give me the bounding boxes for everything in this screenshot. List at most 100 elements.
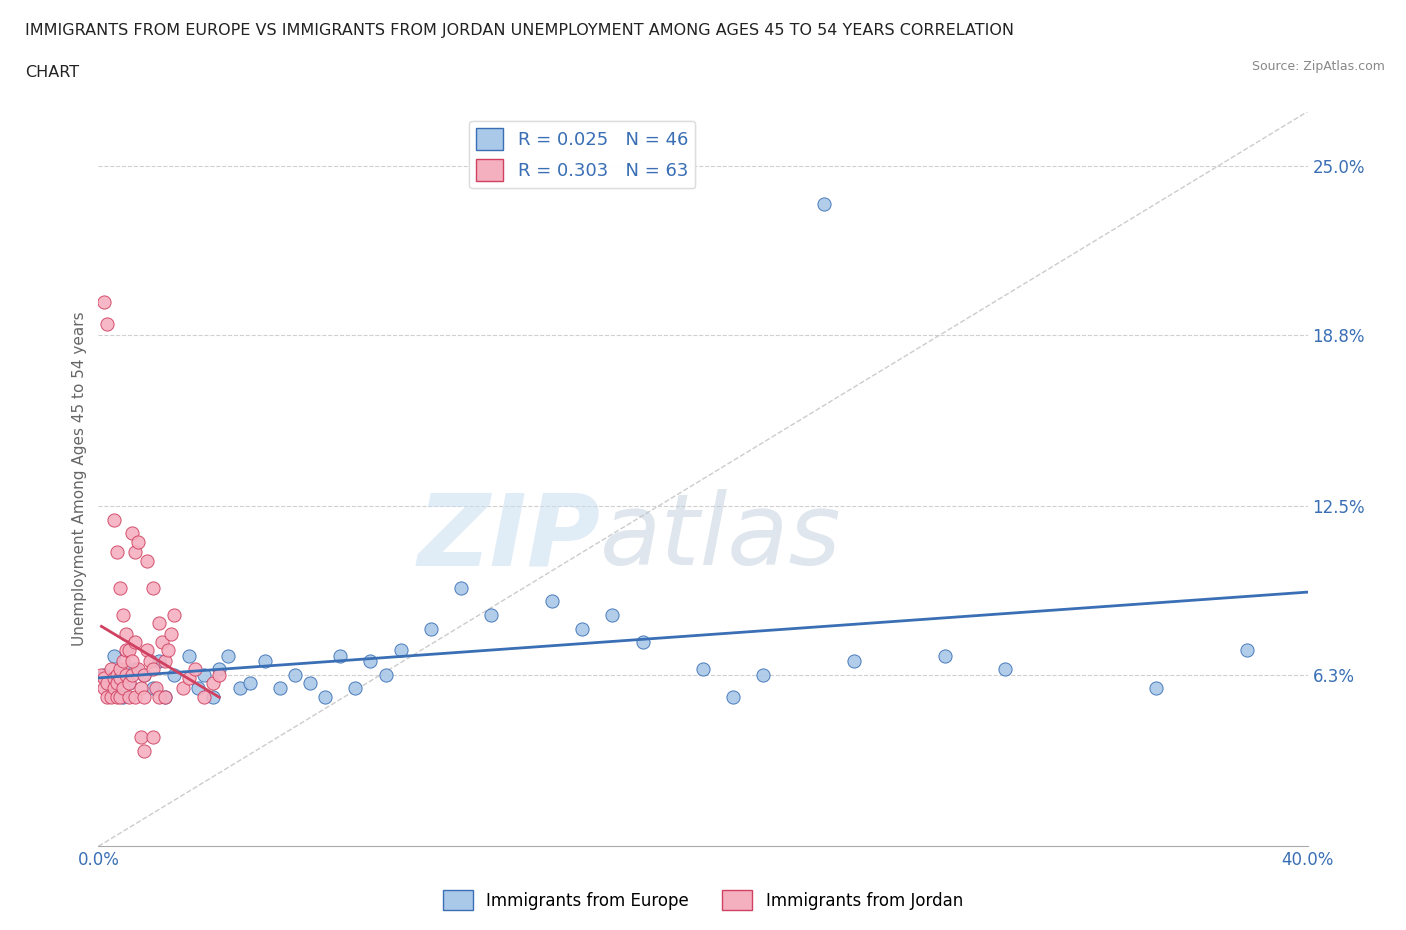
Point: [389, 643, 412, 658]
Point: [148, 689, 170, 704]
Point: [193, 668, 215, 683]
Point: [111, 607, 134, 622]
Point: [105, 689, 128, 704]
Point: [160, 627, 183, 642]
Point: [1144, 681, 1167, 696]
Point: [150, 635, 173, 650]
Point: [96, 316, 118, 331]
Point: [111, 689, 134, 704]
Point: [208, 662, 231, 677]
Point: [127, 662, 149, 677]
Point: [103, 648, 125, 663]
Point: [217, 648, 239, 663]
Point: [813, 196, 835, 211]
Point: [100, 681, 122, 696]
Point: [344, 681, 367, 696]
Point: [450, 580, 472, 595]
Point: [994, 662, 1017, 677]
Point: [752, 668, 775, 683]
Point: [934, 648, 956, 663]
Point: [100, 689, 122, 704]
Point: [179, 671, 201, 685]
Y-axis label: Unemployment Among Ages 45 to 54 years: Unemployment Among Ages 45 to 54 years: [72, 312, 87, 646]
Point: [153, 689, 176, 704]
Point: [193, 689, 215, 704]
Point: [420, 621, 443, 636]
Point: [124, 545, 146, 560]
Point: [163, 607, 186, 622]
Point: [571, 621, 593, 636]
Point: [127, 534, 149, 549]
Point: [153, 654, 176, 669]
Point: [118, 675, 141, 690]
Point: [329, 648, 352, 663]
Point: [135, 553, 157, 568]
Point: [269, 681, 291, 696]
Point: [93, 681, 115, 696]
Point: [111, 681, 134, 696]
Point: [142, 580, 165, 595]
Point: [132, 668, 155, 683]
Point: [93, 671, 115, 685]
Point: [153, 689, 176, 704]
Point: [114, 627, 136, 642]
Point: [163, 668, 186, 683]
Point: [172, 681, 194, 696]
Point: [299, 675, 322, 690]
Point: [103, 671, 125, 685]
Point: [124, 689, 146, 704]
Text: CHART: CHART: [25, 65, 79, 80]
Point: [360, 654, 382, 669]
Point: [105, 545, 128, 560]
Point: [90, 668, 112, 683]
Point: [108, 662, 131, 677]
Point: [202, 675, 225, 690]
Point: [145, 681, 167, 696]
Point: [105, 668, 128, 683]
Point: [142, 730, 165, 745]
Point: [121, 654, 143, 669]
Point: [132, 744, 155, 759]
Point: [253, 654, 276, 669]
Point: [103, 512, 125, 527]
Point: [229, 681, 252, 696]
Point: [121, 668, 143, 683]
Point: [111, 654, 134, 669]
Point: [156, 643, 179, 658]
Point: [374, 668, 396, 683]
Point: [148, 654, 170, 669]
Point: [723, 689, 745, 704]
Point: [114, 668, 136, 683]
Point: [631, 635, 654, 650]
Point: [108, 689, 131, 704]
Point: [135, 643, 157, 658]
Point: [108, 671, 131, 685]
Point: [132, 668, 155, 683]
Point: [142, 681, 165, 696]
Point: [121, 526, 143, 541]
Point: [118, 689, 141, 704]
Point: [108, 671, 131, 685]
Point: [108, 580, 131, 595]
Text: IMMIGRANTS FROM EUROPE VS IMMIGRANTS FROM JORDAN UNEMPLOYMENT AMONG AGES 45 TO 5: IMMIGRANTS FROM EUROPE VS IMMIGRANTS FRO…: [25, 23, 1014, 38]
Point: [129, 730, 152, 745]
Point: [124, 635, 146, 650]
Point: [103, 681, 125, 696]
Point: [692, 662, 714, 677]
Point: [187, 681, 209, 696]
Point: [124, 662, 146, 677]
Point: [96, 689, 118, 704]
Point: [93, 668, 115, 683]
Legend: R = 0.025   N = 46, R = 0.303   N = 63: R = 0.025 N = 46, R = 0.303 N = 63: [470, 121, 695, 188]
Point: [239, 675, 262, 690]
Point: [118, 643, 141, 658]
Point: [602, 607, 624, 622]
Point: [481, 607, 503, 622]
Point: [114, 643, 136, 658]
Point: [179, 648, 201, 663]
Point: [208, 668, 231, 683]
Point: [314, 689, 336, 704]
Point: [93, 295, 115, 310]
Point: [148, 616, 170, 631]
Text: ZIP: ZIP: [418, 489, 600, 586]
